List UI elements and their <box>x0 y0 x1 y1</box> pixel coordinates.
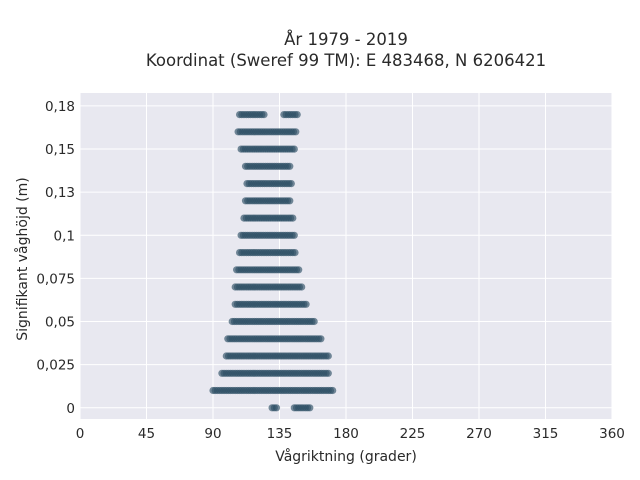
data-point <box>291 249 299 257</box>
y-tick-label: 0,05 <box>45 315 75 331</box>
data-point <box>317 335 325 343</box>
data-point <box>310 317 318 326</box>
data-point <box>286 162 294 170</box>
data-point <box>290 231 298 239</box>
data-point <box>324 369 332 377</box>
x-tick-label: 225 <box>400 426 426 442</box>
x-tick-label: 0 <box>76 426 85 442</box>
x-tick-label: 270 <box>466 426 492 442</box>
y-tick-label: 0,15 <box>45 142 75 158</box>
data-point <box>302 300 310 308</box>
y-tick-label: 0,18 <box>45 99 75 115</box>
data-point <box>329 386 337 395</box>
x-tick-label: 315 <box>533 426 559 442</box>
data-point <box>324 352 332 360</box>
data-point <box>289 214 297 222</box>
y-tick-label: 0,1 <box>54 228 75 244</box>
y-tick-label: 0 <box>66 401 75 417</box>
y-tick-labels: 0 0,025 0,05 0,075 0,1 0,13 0,15 0,18 <box>36 99 75 417</box>
x-tick-labels: 0 45 90 135 180 225 270 315 360 <box>76 426 625 442</box>
data-point <box>298 283 306 291</box>
data-point <box>290 145 298 153</box>
data-point <box>292 128 300 136</box>
data-point <box>287 180 295 188</box>
data-point <box>306 404 314 412</box>
data-point <box>295 266 303 274</box>
chart-title-line2: Koordinat (Sweref 99 TM): E 483468, N 62… <box>146 51 546 70</box>
y-tick-label: 0,13 <box>45 185 75 201</box>
data-points <box>209 111 337 412</box>
y-tick-label: 0,075 <box>36 271 75 287</box>
x-tick-label: 180 <box>333 426 359 442</box>
y-tick-label: 0,025 <box>36 358 75 374</box>
grid-lines <box>79 93 613 419</box>
y-axis-label: Signifikant våghöjd (m) <box>14 177 31 340</box>
x-axis-label: Vågriktning (grader) <box>275 448 417 465</box>
x-tick-label: 360 <box>599 426 625 442</box>
x-tick-label: 45 <box>138 426 155 442</box>
x-tick-label: 135 <box>267 426 293 442</box>
data-point <box>260 111 268 119</box>
x-tick-label: 90 <box>204 426 221 442</box>
data-point <box>286 197 294 205</box>
chart-title-line1: År 1979 - 2019 <box>284 30 408 49</box>
data-point <box>272 404 281 412</box>
data-point <box>293 111 301 119</box>
